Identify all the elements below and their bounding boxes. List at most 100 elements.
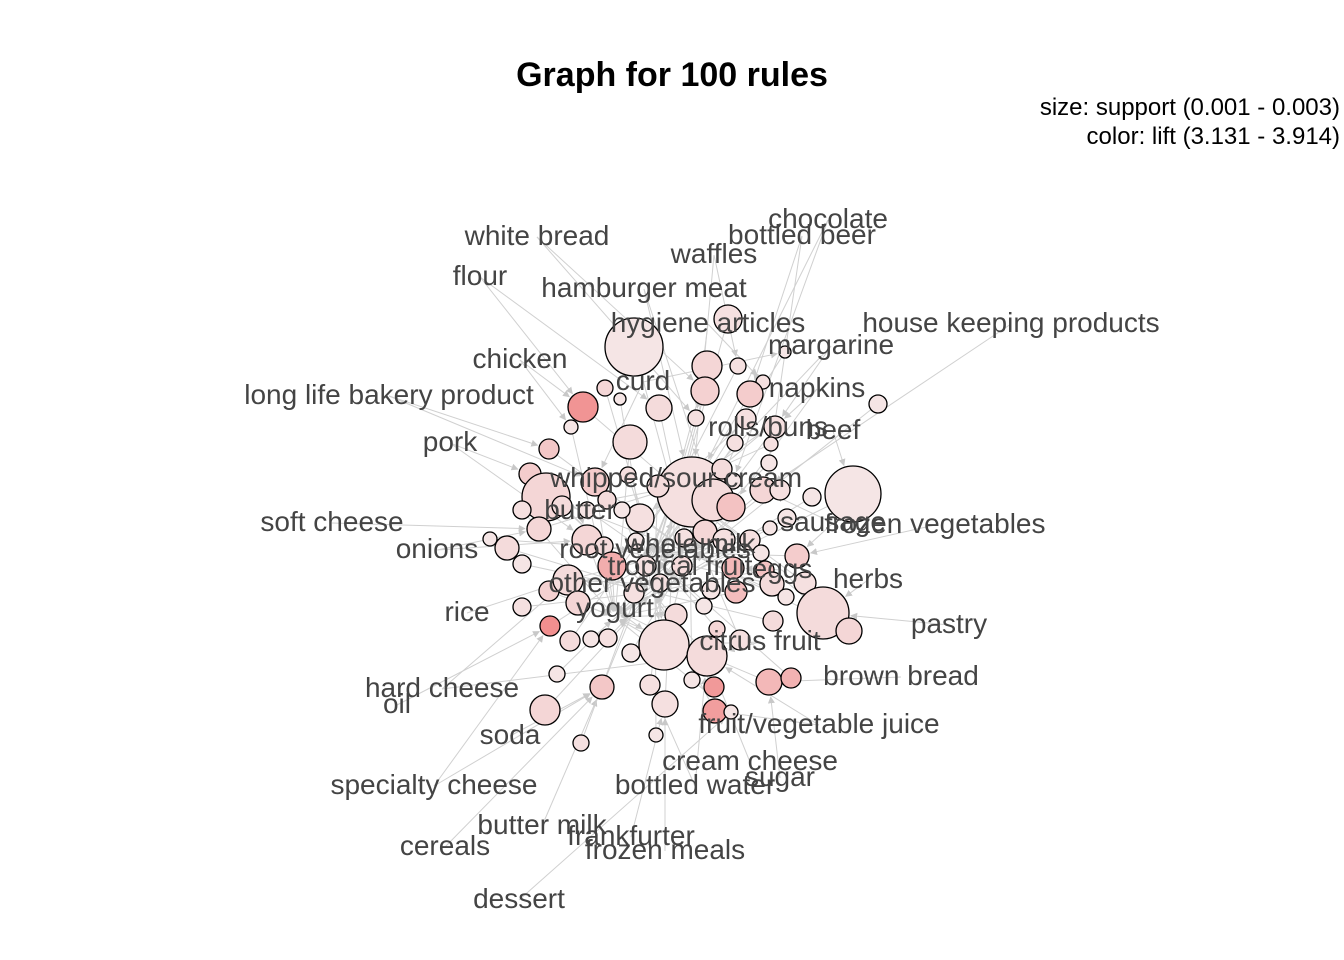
rule-node bbox=[625, 503, 655, 533]
item-edge bbox=[767, 696, 781, 779]
item-label: onions bbox=[396, 533, 479, 564]
rule-node bbox=[703, 676, 725, 698]
rule-node bbox=[623, 582, 645, 604]
rule-node bbox=[716, 492, 746, 522]
rule-node bbox=[701, 580, 721, 600]
item-label: herbs bbox=[833, 563, 903, 594]
item-label: cereals bbox=[400, 830, 490, 861]
rule-node bbox=[613, 392, 627, 406]
item-label: chocolate bbox=[768, 203, 888, 234]
item-label: waffles bbox=[670, 238, 758, 269]
rule-node bbox=[619, 466, 637, 484]
rule-node bbox=[778, 345, 792, 359]
item-edge bbox=[518, 717, 725, 901]
rule-node bbox=[802, 487, 822, 507]
rule-node bbox=[512, 554, 532, 574]
item-edge bbox=[536, 236, 694, 381]
rule-node bbox=[759, 571, 785, 597]
rule-node bbox=[824, 465, 882, 523]
rule-node bbox=[650, 573, 670, 593]
item-label: cream cheese bbox=[662, 745, 838, 776]
item-edge bbox=[541, 699, 598, 827]
item-label: chicken bbox=[473, 343, 568, 374]
rule-node bbox=[868, 394, 888, 414]
item-label: whipped/sour cream bbox=[549, 462, 802, 493]
item-edge bbox=[331, 522, 526, 532]
item-edge bbox=[519, 359, 566, 421]
item-edge bbox=[466, 583, 553, 614]
rule-node bbox=[735, 408, 757, 430]
item-label: hamburger meat bbox=[541, 272, 747, 303]
rule-node bbox=[612, 424, 648, 460]
item-label: frozen meals bbox=[585, 834, 745, 865]
item-edge bbox=[441, 590, 556, 690]
item-label: butter bbox=[544, 494, 616, 525]
item-edge bbox=[536, 236, 690, 412]
item-edge bbox=[806, 522, 834, 548]
item-edge bbox=[388, 395, 581, 477]
rule-node bbox=[769, 479, 791, 501]
item-label: frankfurter bbox=[567, 820, 695, 851]
rule-node bbox=[686, 635, 728, 677]
rule-node bbox=[578, 501, 596, 519]
rule-node bbox=[482, 531, 498, 547]
item-edge bbox=[601, 381, 644, 469]
item-edge bbox=[783, 676, 902, 685]
rule-node bbox=[635, 555, 657, 577]
rule-node bbox=[639, 674, 661, 696]
rule-node bbox=[674, 528, 694, 548]
rule-node bbox=[597, 490, 617, 510]
item-edge bbox=[728, 710, 820, 726]
rule-node bbox=[712, 528, 736, 552]
rule-node bbox=[567, 391, 599, 423]
item-label: rolls/buns bbox=[708, 411, 828, 442]
rule-node bbox=[777, 508, 797, 528]
graph-title: Graph for 100 rules bbox=[516, 56, 828, 94]
rule-node bbox=[780, 667, 802, 689]
rule-node bbox=[572, 734, 590, 752]
rule-node bbox=[580, 467, 610, 497]
rule-edge bbox=[518, 551, 647, 592]
legend-color: color: lift (3.131 - 3.914) bbox=[1086, 123, 1340, 150]
item-label: frozen vegetables bbox=[824, 508, 1045, 539]
rule-node bbox=[512, 500, 532, 520]
rule-node bbox=[551, 495, 573, 517]
item-label: other vegetables bbox=[548, 567, 755, 598]
rule-node bbox=[762, 520, 778, 536]
rule-node bbox=[729, 629, 751, 651]
rule-node bbox=[526, 516, 552, 542]
rule-node bbox=[638, 619, 690, 671]
item-label: specialty cheese bbox=[330, 769, 537, 800]
rule-node bbox=[559, 630, 581, 652]
item-edge bbox=[809, 524, 936, 555]
rule-node bbox=[763, 436, 779, 452]
rule-node bbox=[565, 590, 591, 616]
item-label: sausage bbox=[780, 506, 886, 537]
rule-node bbox=[695, 597, 713, 615]
rule-node bbox=[724, 580, 748, 604]
item-edge bbox=[740, 388, 818, 495]
item-edge bbox=[396, 631, 540, 706]
item-label: rice bbox=[444, 596, 489, 627]
item-label: butter milk bbox=[477, 809, 607, 840]
item-edge bbox=[643, 288, 708, 479]
rule-node bbox=[711, 458, 733, 480]
item-edge bbox=[784, 388, 818, 419]
item-label: pork bbox=[423, 426, 478, 457]
rule-node bbox=[687, 409, 705, 427]
item-label: pastry bbox=[911, 608, 987, 639]
rule-edge bbox=[694, 409, 872, 550]
rule-node bbox=[538, 438, 560, 460]
rule-node bbox=[713, 304, 743, 334]
item-label: eggs bbox=[752, 553, 813, 584]
item-label: hard cheese bbox=[365, 672, 519, 703]
item-edge bbox=[694, 677, 708, 787]
item-label: white bread bbox=[464, 220, 610, 251]
nodes-layer bbox=[482, 304, 888, 752]
item-label: fruit/vegetable juice bbox=[698, 708, 939, 739]
rule-node bbox=[651, 690, 679, 718]
item-label: hygiene articles bbox=[611, 307, 806, 338]
rule-node bbox=[646, 474, 670, 498]
